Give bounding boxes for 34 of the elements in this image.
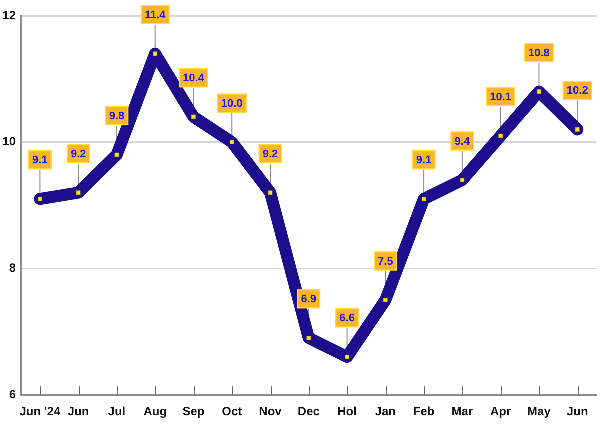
x-tick-label: Sep bbox=[182, 404, 205, 419]
x-tick-label: Jun bbox=[566, 404, 588, 419]
data-label: 9.1 bbox=[416, 154, 432, 167]
x-tick-label: Feb bbox=[413, 404, 435, 419]
x-tick-label: Oct bbox=[222, 404, 242, 419]
data-label: 6.9 bbox=[301, 294, 317, 306]
y-tick-label: 6 bbox=[9, 387, 16, 402]
x-tick-label: Hol bbox=[338, 404, 357, 419]
data-label: 9.2 bbox=[262, 148, 278, 160]
data-label: 9.4 bbox=[454, 136, 471, 148]
data-label: 11.4 bbox=[144, 9, 167, 22]
x-tick-label: Nov bbox=[259, 404, 282, 419]
data-label: 9.1 bbox=[32, 154, 48, 167]
data-label: 7.5 bbox=[378, 256, 394, 268]
data-label: 10.8 bbox=[528, 47, 550, 60]
data-label: 6.6 bbox=[340, 312, 355, 325]
x-tick-label: Jun '24 bbox=[20, 404, 61, 419]
y-tick-label: 12 bbox=[2, 8, 16, 22]
y-tick-label: 8 bbox=[9, 260, 16, 275]
data-label: 9.8 bbox=[109, 110, 125, 122]
x-tick-label: May bbox=[528, 404, 552, 419]
x-tick-label: Jun bbox=[68, 404, 90, 419]
x-tick-label: Mar bbox=[452, 404, 474, 419]
x-tick-label: Apr bbox=[490, 404, 512, 419]
x-tick-label: Dec bbox=[298, 404, 320, 419]
data-label: 10.2 bbox=[566, 85, 588, 98]
x-tick-label: Aug bbox=[144, 404, 168, 419]
y-tick-label: 10 bbox=[2, 134, 16, 149]
x-tick-label: Jan bbox=[375, 404, 396, 419]
data-label: 10.1 bbox=[490, 92, 512, 104]
data-label: 10.0 bbox=[221, 98, 243, 110]
x-tick-label: Jul bbox=[108, 404, 126, 419]
data-label: 10.4 bbox=[183, 72, 206, 85]
data-label: 9.2 bbox=[70, 148, 86, 160]
